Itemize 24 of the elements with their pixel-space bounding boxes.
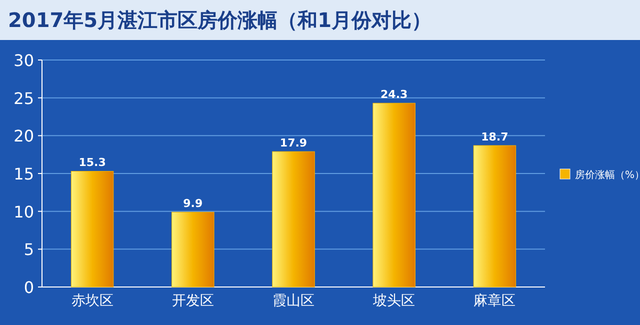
bar xyxy=(272,151,315,288)
y-tick-label: 20 xyxy=(14,126,34,146)
data-label: 15.3 xyxy=(78,156,106,170)
y-tick-label: 5 xyxy=(24,240,34,260)
data-label: 9.9 xyxy=(183,197,203,210)
y-tick-label: 15 xyxy=(14,164,34,184)
x-tick-label: 坡头区 xyxy=(372,293,416,309)
y-tick-label: 10 xyxy=(14,202,34,222)
bar xyxy=(473,145,516,288)
x-tick-label: 霞山区 xyxy=(272,293,314,309)
data-label: 18.7 xyxy=(481,130,508,144)
bar xyxy=(70,170,114,288)
bar xyxy=(372,102,416,288)
data-label: 24.3 xyxy=(380,88,408,102)
y-tick-label: 0 xyxy=(24,278,34,297)
bar xyxy=(172,212,214,288)
y-tick-label: 30 xyxy=(14,51,34,70)
chart-title: 2017年5月湛江市区房价涨幅（和1月份对比） xyxy=(8,8,432,32)
legend-label: 房价涨幅（%） xyxy=(575,169,640,181)
data-label: 17.9 xyxy=(280,136,308,150)
x-tick-label: 开发区 xyxy=(172,293,214,309)
x-tick-label: 麻章区 xyxy=(474,293,516,309)
x-tick-label: 赤坎区 xyxy=(71,293,114,309)
y-tick-label: 25 xyxy=(14,88,34,108)
